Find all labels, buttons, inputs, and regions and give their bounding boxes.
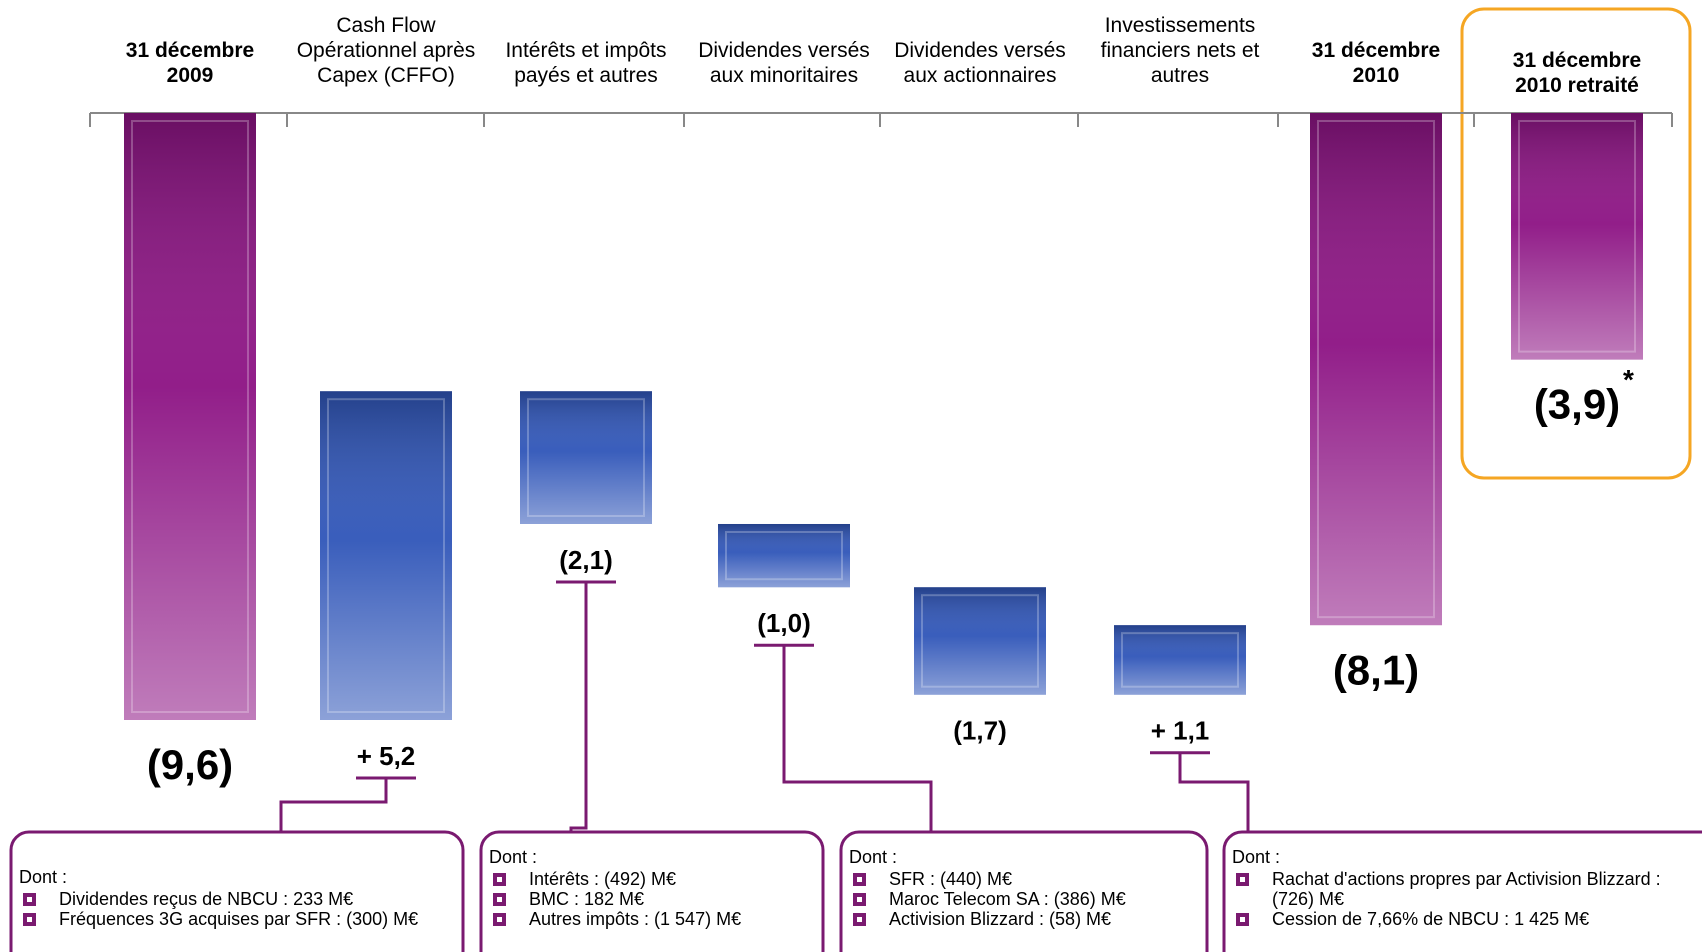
annotation: Dont : Rachat d'actions propres par Activ… <box>1224 840 1692 929</box>
category-label: 31 décembre 2010 <box>1311 39 1441 87</box>
value-label: + 1,1 <box>1151 716 1210 746</box>
bar-bevel <box>1317 120 1435 619</box>
category-label: 31 décembre 2009 <box>125 39 255 87</box>
value-label: (3,9) <box>1534 381 1620 428</box>
bar-shine <box>1511 113 1643 360</box>
annotation: Dont : Dividendes reçus de NBCU : 233 M€ F… <box>11 860 463 929</box>
connector <box>279 778 388 832</box>
bar-shine <box>124 113 256 720</box>
annotation-title: Dont : <box>1232 847 1281 867</box>
bar-bevel <box>131 120 249 713</box>
annotation-box <box>479 830 825 952</box>
annotation-item: Activision Blizzard : (58) M€ <box>849 909 1199 929</box>
category-label: 31 décembre 2010 retraité <box>1512 49 1642 97</box>
value-label: (8,1) <box>1333 646 1419 693</box>
bar-shine <box>1114 625 1246 695</box>
connector <box>569 581 588 832</box>
category-label: Intérêts et impôts payés et autres <box>505 39 667 87</box>
bar-shine <box>718 523 850 588</box>
bar-bevel <box>921 594 1039 688</box>
value-label: + 5,2 <box>357 741 416 771</box>
bar-shine <box>914 587 1046 695</box>
annotation: Dont : SFR : (440) M€ Maroc Telecom SA : (… <box>841 840 1207 929</box>
category-label: Investissements financiers nets et autre… <box>1100 14 1260 87</box>
annotation-item: Fréquences 3G acquises par SFR : (300) M… <box>19 909 455 929</box>
value-label: (1,7) <box>953 716 1006 746</box>
value-label: (2,1) <box>559 545 612 575</box>
annotation-item: Intérêts : (492) M€ <box>489 869 815 889</box>
category-label: Dividendes versés aux minoritaires <box>698 39 870 87</box>
bar-shine <box>1310 113 1442 626</box>
annotation: Dont : Intérêts : (492) M€ BMC : 182 M€ Aut… <box>481 840 823 929</box>
bar-bevel <box>1518 120 1636 353</box>
annotation-title: Dont : <box>849 847 898 867</box>
annotation-box <box>839 830 1209 952</box>
category-label: Dividendes versés aux actionnaires <box>894 39 1066 87</box>
annotation-item: Cession de 7,66% de NBCU : 1 425 M€ <box>1232 909 1684 929</box>
annotation-title: Dont : <box>489 847 538 867</box>
bar-bevel <box>725 530 843 581</box>
bar-shine <box>320 391 452 720</box>
bar-bevel <box>1121 632 1239 688</box>
annotation-item: Autres impôts : (1 547) M€ <box>489 909 815 929</box>
annotation-item: SFR : (440) M€ <box>849 869 1199 889</box>
value-label: (9,6) <box>147 741 233 788</box>
connector <box>1178 752 1250 832</box>
annotation-item: Maroc Telecom SA : (386) M€ <box>849 889 1199 909</box>
bar-bevel <box>327 398 445 713</box>
annotation-item: Dividendes reçus de NBCU : 233 M€ <box>19 889 455 909</box>
bar-shine <box>520 391 652 524</box>
annotation-title: Dont : <box>19 867 68 887</box>
connector <box>782 645 933 832</box>
category-label: Cash Flow Opérationnel après Capex (CFFO… <box>296 14 476 87</box>
highlight-frame <box>1460 7 1692 480</box>
value-label: (1,0) <box>757 608 810 638</box>
annotation-item: Rachat d'actions propres par Activision … <box>1232 869 1684 909</box>
annotation-item: BMC : 182 M€ <box>489 889 815 909</box>
annotation-box <box>1222 830 1702 952</box>
annotation-box <box>9 830 465 952</box>
bar-bevel <box>527 398 645 517</box>
footnote-marker: * <box>1623 364 1634 395</box>
